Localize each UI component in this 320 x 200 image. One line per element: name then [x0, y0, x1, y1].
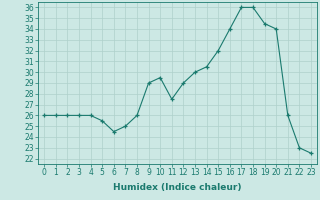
X-axis label: Humidex (Indice chaleur): Humidex (Indice chaleur) — [113, 183, 242, 192]
